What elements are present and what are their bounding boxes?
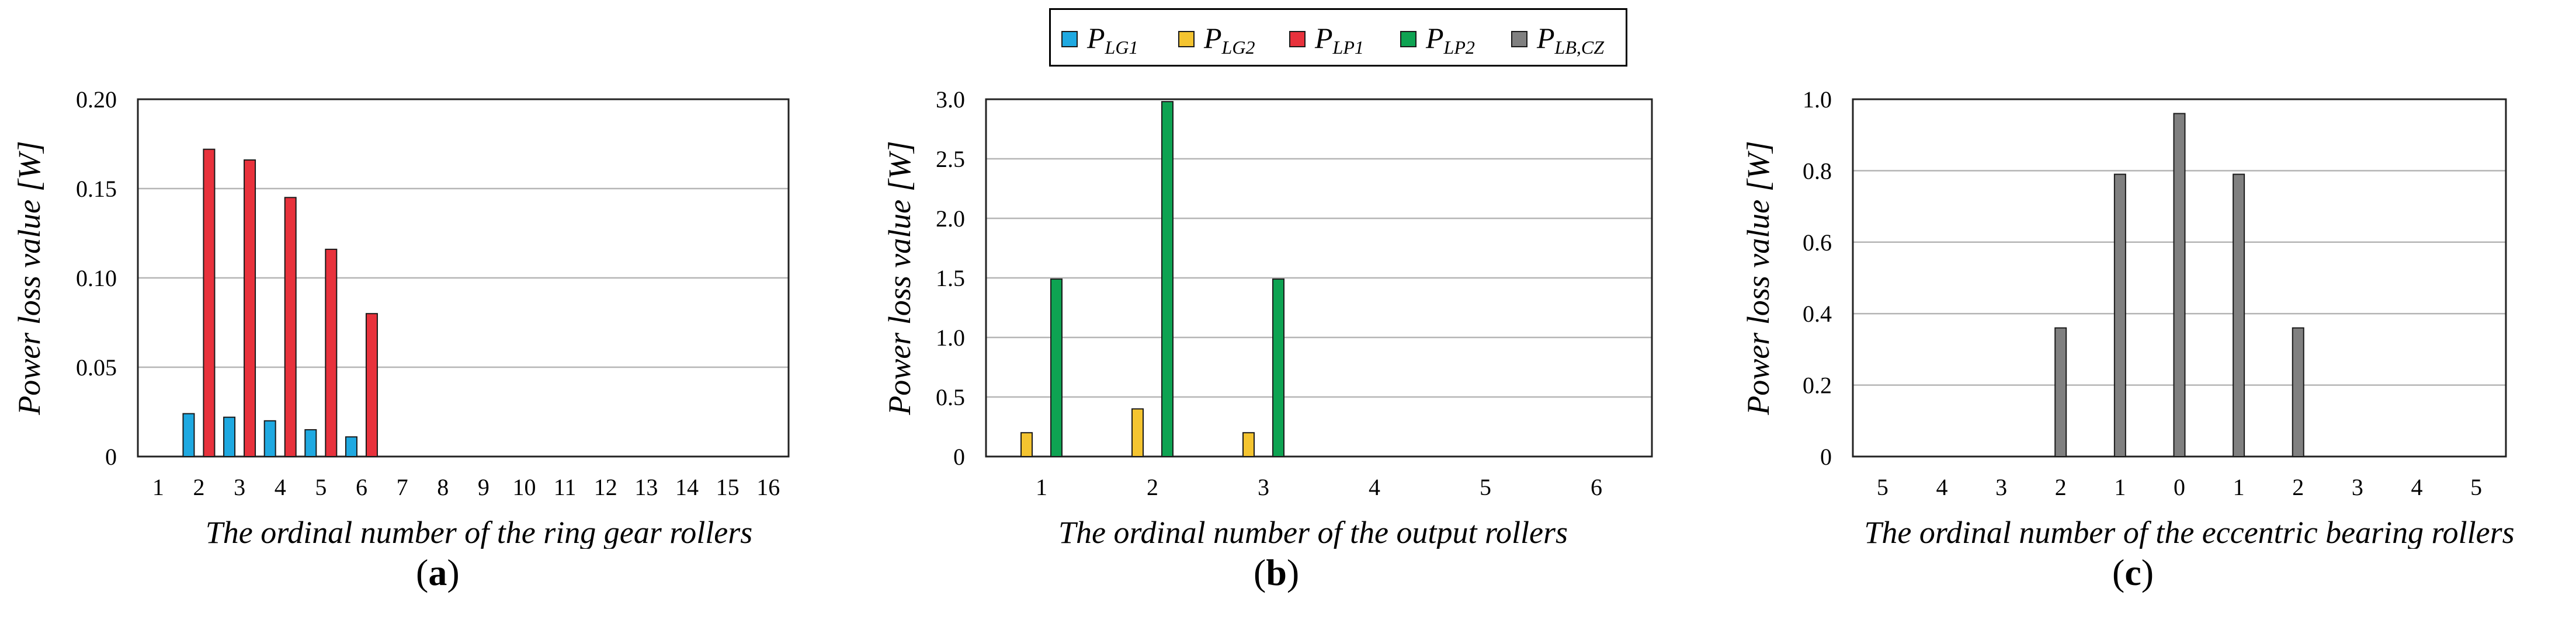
y-tick-label: 0.05	[76, 354, 117, 381]
x-tick-label: 14	[675, 474, 699, 500]
chart-b: 0 0.5 1.0 1.5 2.0 2.5 3.0 1 2 3 4 5 6 Power loss valu…	[882, 86, 1653, 549]
x-tick-label: 7	[397, 474, 408, 500]
x-tick-label: 0	[2174, 474, 2185, 500]
bar	[284, 197, 297, 457]
y-tick-label: 2.0	[936, 205, 965, 232]
bar	[203, 148, 216, 457]
x-tick-label: 1	[2233, 474, 2245, 500]
y-axis-label: Power loss value [W]	[882, 141, 917, 415]
x-tick-label: 3	[1258, 474, 1269, 500]
y-tick-label: 1.5	[936, 265, 965, 291]
bar	[1131, 408, 1144, 458]
x-tick-label: 2	[2055, 474, 2067, 500]
x-tick-label: 6	[356, 474, 367, 500]
bar	[244, 159, 256, 457]
x-tick-label: 5	[1877, 474, 1888, 500]
legend-label: PLG2	[1204, 22, 1255, 58]
bar	[1050, 278, 1063, 457]
legend-swatch	[1178, 31, 1195, 47]
chart-c: 0 0.2 0.4 0.6 0.8 1.0 5 4 3 2 1 0 1 2 3 4 5 Power loss va…	[1741, 86, 2515, 549]
x-tick-label: 13	[634, 474, 658, 500]
plot-frame	[985, 98, 1653, 458]
y-tick-label: 0.15	[76, 176, 117, 202]
x-tick-label: 5	[2470, 474, 2482, 500]
bar	[2173, 113, 2186, 458]
x-tick-label: 1	[1036, 474, 1047, 500]
y-tick-label: 3.0	[936, 86, 965, 113]
y-tick-label: 0.6	[1803, 229, 1832, 256]
chart-a: 00.050.100.150.201 2 3 4 5 6 7 8 9 10 11 12 13 14 15 16…	[12, 86, 790, 549]
plot-frame	[137, 98, 790, 458]
x-axis-label: The ordinal number of the eccentric bear…	[1864, 515, 2514, 549]
y-tick-label: 0	[105, 444, 117, 470]
x-tick-label: 2	[2292, 474, 2304, 500]
panel-label-a: (a)	[416, 552, 460, 593]
x-axis-label: The ordinal number of the output rollers	[1058, 515, 1568, 549]
y-tick-label: 1.0	[936, 325, 965, 351]
y-tick-label: 0.5	[936, 384, 965, 410]
x-tick-label: 1	[152, 474, 164, 500]
y-axis-label: Power loss value [W]	[12, 141, 47, 415]
x-axis-label: The ordinal number of the ring gear roll…	[206, 515, 752, 549]
x-tick-label: 5	[1480, 474, 1491, 500]
y-tick-label: 2.5	[936, 146, 965, 172]
bar	[365, 313, 378, 458]
bar	[304, 429, 317, 457]
x-tick-label: 16	[756, 474, 780, 500]
bar	[2292, 327, 2304, 457]
x-tick-label: 4	[1936, 474, 1947, 500]
y-tick-label: 1.0	[1803, 86, 1832, 113]
x-tick-label: 5	[315, 474, 327, 500]
x-tick-label: 12	[594, 474, 617, 500]
x-tick-label: 2	[1147, 474, 1158, 500]
y-tick-label: 0.4	[1803, 301, 1832, 327]
bar	[1242, 432, 1255, 458]
y-tick-label: 0	[953, 444, 965, 470]
x-tick-label: 6	[1591, 474, 1602, 500]
legend-label: PLP2	[1426, 22, 1475, 58]
bar	[2113, 173, 2126, 457]
legend-swatch	[1400, 31, 1417, 47]
y-tick-label: 0.10	[76, 265, 117, 291]
x-tick-label: 3	[2352, 474, 2363, 500]
y-axis-label: Power loss value [W]	[1741, 141, 1776, 415]
x-tick-label: 4	[1369, 474, 1380, 500]
x-tick-label: 4	[2411, 474, 2423, 500]
panel-label-c: (c)	[2112, 552, 2154, 593]
bar	[1020, 432, 1033, 458]
panel-label-b: (b)	[1254, 552, 1300, 593]
bar	[2233, 173, 2245, 457]
x-tick-label: 8	[437, 474, 449, 500]
legend-swatch	[1511, 31, 1527, 47]
bar	[325, 249, 338, 457]
bar	[263, 420, 276, 457]
y-tick-label: 0.8	[1803, 158, 1832, 184]
bar	[1272, 278, 1284, 457]
bar	[1161, 101, 1174, 457]
x-tick-label: 2	[193, 474, 204, 500]
bar	[2054, 327, 2067, 457]
bar	[182, 413, 195, 457]
legend-label: PLB,CZ	[1537, 22, 1605, 58]
x-tick-label: 11	[554, 474, 577, 500]
x-tick-label: 15	[716, 474, 740, 500]
y-tick-label: 0.20	[76, 86, 117, 113]
x-tick-label: 4	[275, 474, 286, 500]
x-tick-label: 10	[512, 474, 536, 500]
legend-label: PLP1	[1315, 22, 1364, 58]
legend-swatch	[1061, 31, 1078, 47]
legend-swatch	[1289, 31, 1306, 47]
x-tick-label: 1	[2114, 474, 2126, 500]
x-tick-label: 3	[1995, 474, 2007, 500]
x-tick-label: 9	[478, 474, 489, 500]
legend: PLG1 PLG2 PLP1 PLP2 PLB,CZ	[1049, 8, 1627, 67]
legend-label: PLG1	[1087, 22, 1138, 58]
y-tick-label: 0.2	[1803, 372, 1832, 399]
y-tick-label: 0	[1820, 444, 1832, 470]
bar	[345, 436, 357, 458]
x-tick-label: 3	[234, 474, 245, 500]
bar	[223, 416, 236, 457]
